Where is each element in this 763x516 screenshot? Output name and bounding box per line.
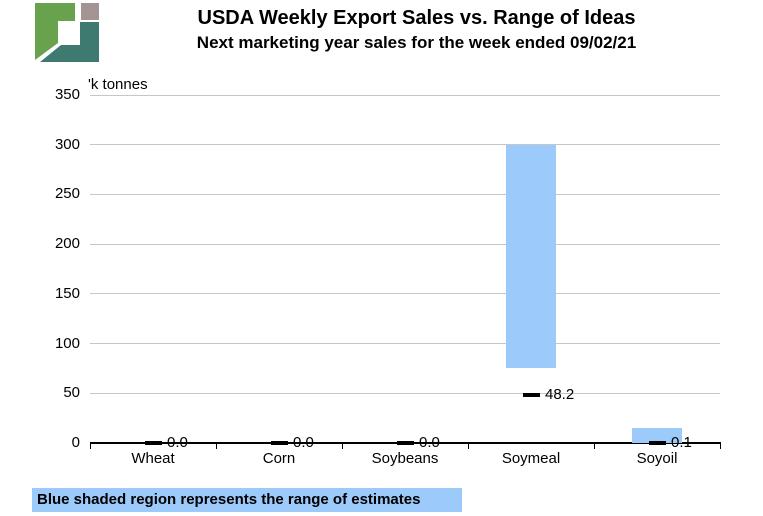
logo-teal-shape xyxy=(40,22,99,62)
y-tick-label-200: 200 xyxy=(54,235,80,253)
y-tick-label-100: 100 xyxy=(54,334,80,352)
x-axis-tick xyxy=(90,443,91,449)
gridline-100 xyxy=(90,343,720,345)
data-label-soybeans: 0.0 xyxy=(419,434,440,451)
category-label-soybeans: Soybeans xyxy=(371,450,439,467)
y-tick-label-50: 50 xyxy=(63,384,80,402)
x-axis-tick xyxy=(468,443,469,449)
category-label-soyoil: Soyoil xyxy=(636,450,678,467)
category-label-soymeal: Soymeal xyxy=(501,450,561,467)
range-bar-soyoil xyxy=(632,428,682,443)
data-label-wheat: 0.0 xyxy=(167,434,188,451)
data-label-soyoil: 0.1 xyxy=(671,433,692,451)
data-label-soymeal: 48.2 xyxy=(545,386,575,404)
marker-dash-soymeal xyxy=(523,393,540,398)
marker-dash-corn xyxy=(271,441,288,445)
category-label-wheat: Wheat xyxy=(131,450,175,467)
x-axis-tick xyxy=(594,443,595,449)
y-tick-label-250: 250 xyxy=(54,185,80,203)
marker-dash-soyoil xyxy=(649,440,666,445)
gridline-200 xyxy=(90,243,720,245)
marker-dash-wheat xyxy=(145,441,162,445)
gridline-250 xyxy=(90,193,720,195)
category-label-corn: Corn xyxy=(262,450,296,467)
x-axis-tick xyxy=(342,443,343,449)
data-label-corn: 0.0 xyxy=(293,434,314,451)
marker-dash-soybeans xyxy=(397,441,414,445)
y-tick-label-300: 300 xyxy=(54,135,80,153)
y-tick-label-350: 350 xyxy=(54,86,80,103)
logo-green-shape xyxy=(35,3,75,60)
gridline-150 xyxy=(90,293,720,295)
gridline-50 xyxy=(90,392,720,394)
title-block: USDA Weekly Export Sales vs. Range of Id… xyxy=(70,6,763,53)
x-axis-tick xyxy=(216,443,217,449)
gridline-350 xyxy=(90,94,720,96)
y-axis-unit-label: 'k tonnes xyxy=(88,76,148,93)
company-logo xyxy=(35,3,99,62)
x-axis-tick xyxy=(720,443,721,449)
footnote-legend: Blue shaded region represents the range … xyxy=(32,488,462,512)
y-tick-label-0: 0 xyxy=(71,434,80,451)
chart-title: USDA Weekly Export Sales vs. Range of Id… xyxy=(197,7,636,29)
range-bar-soymeal xyxy=(506,144,556,369)
y-tick-label-150: 150 xyxy=(54,284,80,302)
chart-subtitle: Next marketing year sales for the week e… xyxy=(196,33,637,52)
gridline-300 xyxy=(90,144,720,146)
logo-gray-shape xyxy=(81,3,99,20)
